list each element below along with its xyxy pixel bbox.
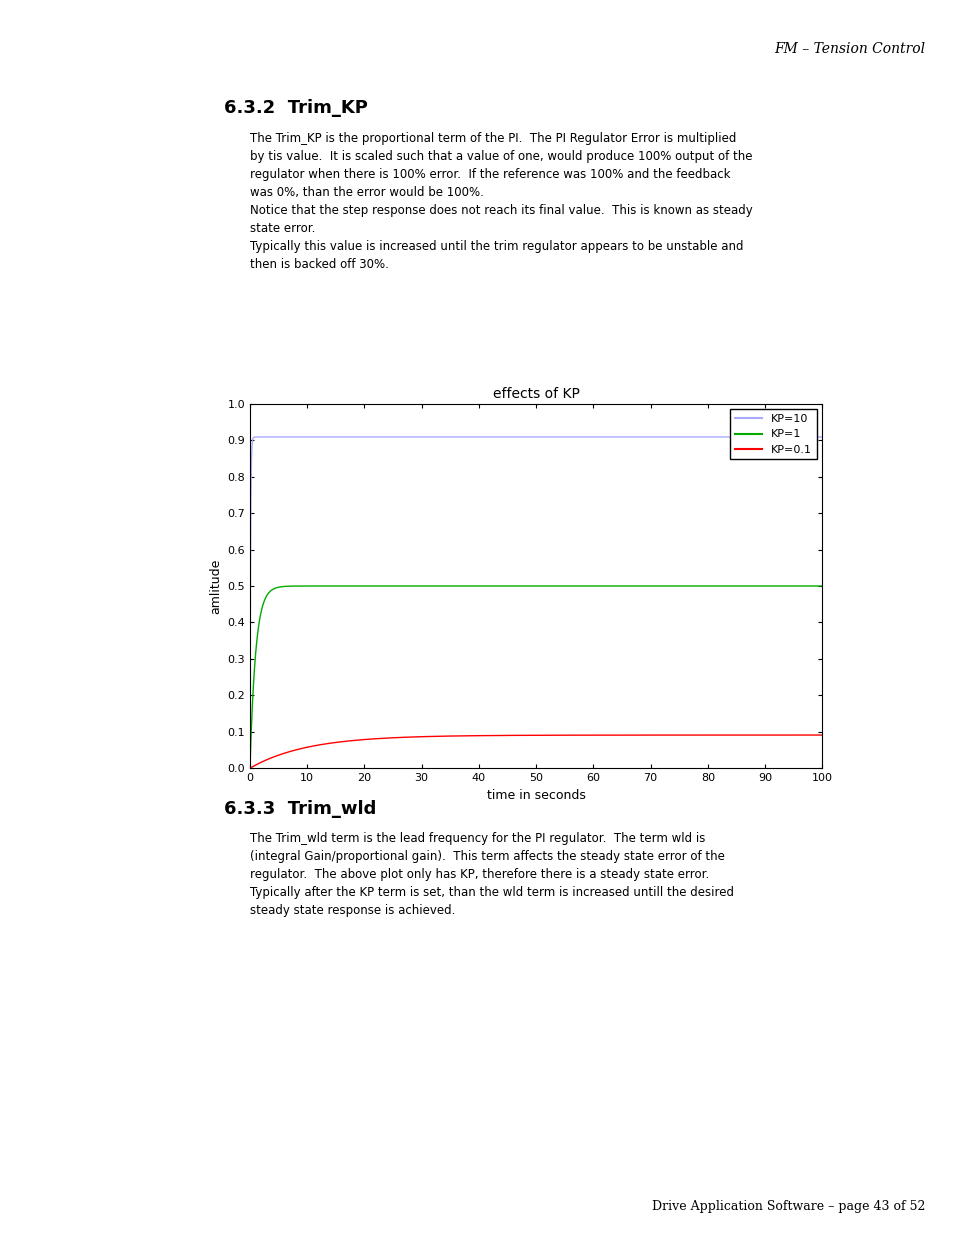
KP=0.1 (462, 729, 474, 743)
KP=0.1 (671, 727, 682, 742)
Title: effects of KP: effects of KP (492, 388, 579, 401)
Text: The Trim_KP is the proportional term of the PI.  The PI Regulator Error is multi: The Trim_KP is the proportional term of … (250, 132, 752, 272)
KP=1 (671, 578, 682, 593)
Text: 6.3.3  Trim_wld: 6.3.3 Trim_wld (224, 800, 376, 819)
Text: Drive Application Software – page 43 of 52: Drive Application Software – page 43 of … (651, 1199, 924, 1213)
KP=1 (587, 578, 598, 593)
KP=0.1 (348, 734, 359, 748)
KP=10 (348, 430, 359, 445)
Line: KP=10: KP=10 (250, 437, 821, 768)
Y-axis label: amlitude: amlitude (209, 558, 221, 614)
KP=1 (616, 578, 627, 593)
KP=0.1 (616, 727, 627, 742)
KP=1 (244, 761, 255, 776)
Text: 6.3.2  Trim_KP: 6.3.2 Trim_KP (224, 99, 368, 117)
Text: FM – Tension Control: FM – Tension Control (774, 42, 924, 56)
KP=10 (587, 430, 598, 445)
KP=10 (616, 430, 627, 445)
KP=10 (714, 430, 725, 445)
KP=0.1 (587, 727, 598, 742)
KP=1 (458, 578, 470, 593)
KP=1 (348, 579, 359, 594)
KP=1 (462, 578, 474, 593)
KP=0.1 (816, 727, 827, 742)
KP=10 (244, 761, 255, 776)
Text: The Trim_wld term is the lead frequency for the PI regulator.  The term wld is
(: The Trim_wld term is the lead frequency … (250, 832, 733, 918)
Line: KP=1: KP=1 (250, 585, 821, 768)
KP=0.1 (714, 727, 725, 742)
KP=10 (671, 430, 682, 445)
KP=1 (816, 578, 827, 593)
KP=10 (266, 430, 277, 445)
KP=0.1 (244, 761, 255, 776)
X-axis label: time in seconds: time in seconds (486, 789, 585, 802)
KP=10 (816, 430, 827, 445)
KP=10 (462, 430, 474, 445)
KP=1 (714, 578, 725, 593)
Legend: KP=10, KP=1, KP=0.1: KP=10, KP=1, KP=0.1 (729, 409, 816, 459)
Line: KP=0.1: KP=0.1 (250, 735, 821, 768)
